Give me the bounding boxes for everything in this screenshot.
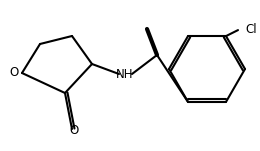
Text: O: O	[9, 66, 19, 79]
Text: Cl: Cl	[245, 23, 257, 36]
Text: O: O	[69, 125, 79, 138]
Text: NH: NH	[116, 67, 134, 80]
